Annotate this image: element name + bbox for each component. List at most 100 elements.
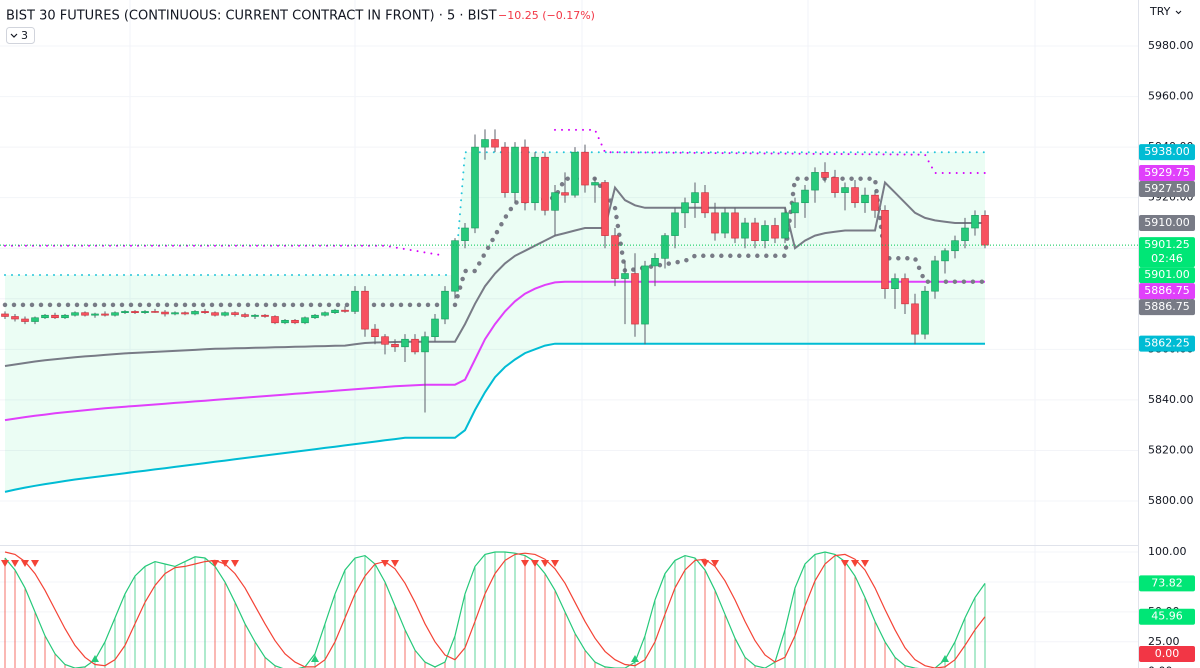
price-badge xyxy=(1139,165,1195,182)
candle-body xyxy=(941,250,949,262)
candle-body xyxy=(671,212,679,236)
candle-body xyxy=(561,192,569,196)
candle-body xyxy=(61,314,69,319)
price-badge xyxy=(1139,237,1195,268)
candle-body xyxy=(711,212,719,234)
sell-marker xyxy=(521,560,529,567)
candle-body xyxy=(291,319,299,324)
candle-body xyxy=(481,139,489,148)
candle-body xyxy=(371,328,379,338)
candle-body xyxy=(521,146,529,204)
candle-body xyxy=(791,202,799,214)
y-tick-label: 5820.00 xyxy=(1148,443,1194,456)
candle-body xyxy=(131,311,139,313)
candle-body xyxy=(771,225,779,239)
candle-body xyxy=(391,343,399,348)
price-badge-label: 5927.50 xyxy=(1144,182,1190,195)
candle-body xyxy=(41,314,49,319)
price-badge-label: 5862.25 xyxy=(1144,337,1190,350)
candle-body xyxy=(721,212,729,234)
price-badge xyxy=(1139,608,1195,625)
candle-body xyxy=(281,319,289,324)
candle-body xyxy=(861,194,869,204)
candle-body xyxy=(641,265,649,325)
sell-marker xyxy=(11,560,19,567)
price-change: −10.25 (−0.17%) xyxy=(498,9,595,22)
price-badge xyxy=(1139,335,1195,352)
candle-body xyxy=(551,192,559,211)
candle-body xyxy=(801,189,809,204)
band-fill xyxy=(5,152,985,492)
candle-body xyxy=(21,318,29,322)
candle-body xyxy=(191,311,199,315)
candle-body xyxy=(181,312,189,315)
candle-body xyxy=(851,187,859,204)
price-badge-label: 5886.75 xyxy=(1144,284,1190,297)
y-tick-label: 0.00 xyxy=(1148,665,1173,668)
y-tick-label: 5840.00 xyxy=(1148,393,1194,406)
indicator-line xyxy=(4,342,985,493)
candle-body xyxy=(351,290,359,312)
candle-body xyxy=(611,235,619,279)
price-badge-label: 5901.25 xyxy=(1144,238,1190,251)
sell-marker xyxy=(31,560,39,567)
candle-body xyxy=(531,156,539,204)
candle-body xyxy=(581,151,589,186)
candle-body xyxy=(141,311,149,313)
candle-body xyxy=(541,156,549,211)
candle-body xyxy=(11,316,19,320)
price-badge xyxy=(1139,214,1195,231)
candle-body xyxy=(211,312,219,316)
price-badge xyxy=(1139,181,1195,198)
countdown-label: 02:46 xyxy=(1151,252,1183,265)
y-tick-label: 5960.00 xyxy=(1148,90,1194,103)
y-tick-label: 100.00 xyxy=(1148,545,1187,558)
indicator-line xyxy=(4,280,985,422)
candle-body xyxy=(411,338,419,353)
candle-body xyxy=(31,317,39,322)
time-grid xyxy=(129,0,1036,668)
dotted-line xyxy=(4,128,986,257)
sell-marker xyxy=(231,560,239,567)
price-badge xyxy=(1139,646,1195,662)
sell-marker xyxy=(221,560,229,567)
candle-body xyxy=(251,314,259,317)
sell-marker xyxy=(381,560,389,567)
candle-body xyxy=(511,146,519,193)
candle-body xyxy=(651,258,659,267)
chevron-icon xyxy=(10,33,18,38)
candle-body xyxy=(691,192,699,204)
candle-body xyxy=(441,290,449,320)
candle-body xyxy=(751,222,759,241)
price-badge-label: 5938.00 xyxy=(1144,145,1190,158)
indicator-toggle[interactable] xyxy=(6,27,35,44)
candle-body xyxy=(321,312,329,316)
candle-body xyxy=(201,311,209,313)
y-tick-label: 5980.00 xyxy=(1148,39,1194,52)
indicator-count[interactable]: 3 xyxy=(21,29,28,42)
oscillator-line xyxy=(4,551,986,668)
candle-body xyxy=(361,290,369,330)
price-badge xyxy=(1139,267,1195,284)
price-badge xyxy=(1139,144,1195,161)
candle-body xyxy=(1,313,9,317)
candle-body xyxy=(901,278,909,305)
candle-body xyxy=(301,317,309,324)
candle-body xyxy=(871,194,879,211)
sell-marker xyxy=(551,560,559,567)
candle-body xyxy=(71,312,79,316)
price-badge xyxy=(1139,299,1195,316)
sell-marker xyxy=(541,560,549,567)
price-badge-label: 5929.75 xyxy=(1144,166,1190,179)
dotted-line xyxy=(4,151,986,276)
candle-body xyxy=(811,172,819,191)
candle-body xyxy=(971,215,979,229)
candle-body xyxy=(731,212,739,239)
candle-body xyxy=(431,318,439,338)
currency-selector[interactable]: TRY xyxy=(1149,5,1171,18)
candle-body xyxy=(221,312,229,316)
buy-marker xyxy=(631,655,639,662)
